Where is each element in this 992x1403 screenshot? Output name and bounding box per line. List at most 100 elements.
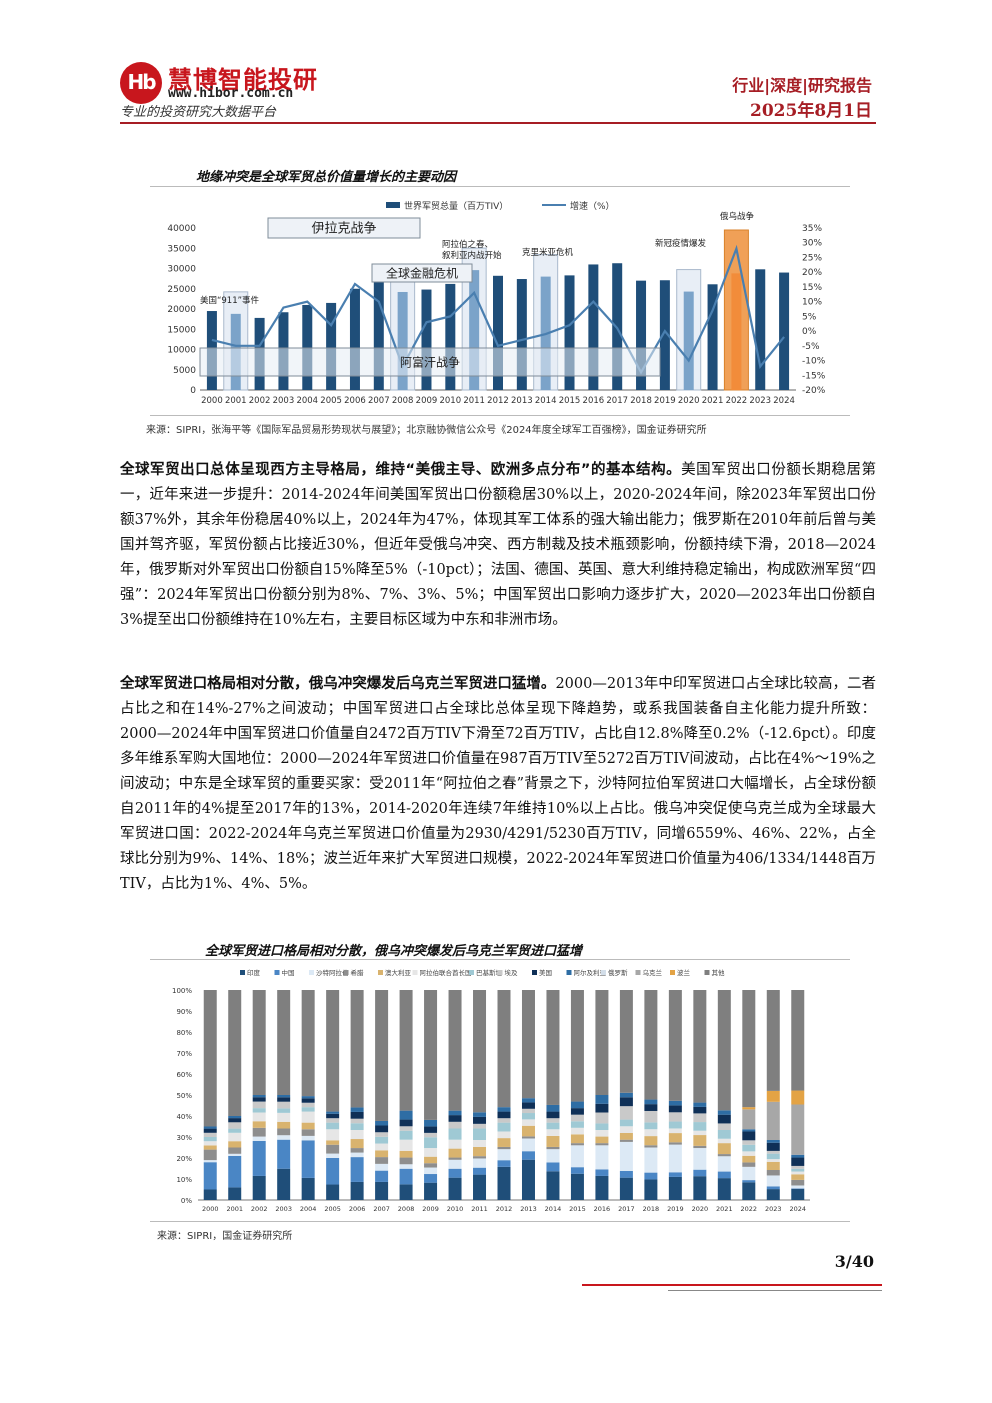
stack-segment <box>277 1121 291 1129</box>
y-tick-label: 40% <box>176 1113 192 1121</box>
stack-segment <box>228 1128 242 1133</box>
stack-segment <box>203 1149 217 1161</box>
stack-segment <box>546 1104 560 1112</box>
stack-segment <box>546 1149 560 1163</box>
stack-segment <box>473 990 487 1113</box>
y-right-tick-label: 5% <box>802 312 817 322</box>
x-tick-label: 2019 <box>667 1205 684 1213</box>
annotation-label: 伊拉克战争 <box>311 222 376 237</box>
stack-segment <box>644 1099 658 1105</box>
stack-segment <box>228 1132 242 1142</box>
x-tick-label: 2004 <box>296 396 318 406</box>
stack-segment <box>252 1097 266 1102</box>
stack-segment <box>228 1153 242 1156</box>
x-tick-label: 2013 <box>520 1205 537 1213</box>
stack-segment <box>742 1166 756 1181</box>
x-tick-label: 2014 <box>545 1205 562 1213</box>
stack-segment <box>693 1130 707 1136</box>
annotation-label: 俄乌战争 <box>720 211 755 222</box>
y-tick-label: 100% <box>172 987 192 995</box>
site-url[interactable]: www.hibor.com.cn <box>168 86 294 101</box>
x-tick-label: 2023 <box>765 1205 782 1213</box>
x-tick-label: 2006 <box>349 1205 366 1213</box>
stack-segment <box>228 1118 242 1123</box>
x-tick-label: 2008 <box>398 1205 415 1213</box>
y-left-tick-label: 5000 <box>173 366 196 376</box>
stack-segment <box>668 1172 682 1177</box>
stack-segment <box>546 1111 560 1119</box>
stack-segment <box>252 990 266 1095</box>
stack-segment <box>399 1184 413 1200</box>
footer-rule-red <box>582 1284 882 1286</box>
stack-segment <box>375 1143 389 1151</box>
stack-segment <box>619 1126 633 1133</box>
stack-segment <box>717 1138 731 1144</box>
stack-segment <box>448 1177 462 1200</box>
stack-segment <box>546 1146 560 1150</box>
legend-swatch <box>704 970 710 975</box>
stack-segment <box>497 1146 511 1150</box>
x-tick-label: 2020 <box>692 1205 709 1213</box>
stack-segment <box>473 1156 487 1159</box>
stack-segment <box>742 1131 756 1141</box>
stack-segment <box>326 1153 340 1158</box>
legend-label: 沙特阿拉伯 <box>316 968 349 977</box>
y-right-tick-label: 35% <box>802 224 822 234</box>
stack-segment <box>326 1158 340 1185</box>
stack-segment <box>619 1141 633 1171</box>
stack-segment <box>766 1170 780 1176</box>
stack-segment <box>766 1186 780 1190</box>
stack-segment <box>277 1168 291 1200</box>
stack-segment <box>644 1145 658 1148</box>
stack-segment <box>228 1147 242 1154</box>
stack-segment <box>644 1136 658 1146</box>
bar-total <box>779 272 790 390</box>
paragraph-lead: 全球军贸出口总体呈现西方主导格局，维持“美俄主导、欧洲多点分布”的基本结构。 <box>120 462 682 478</box>
stack-segment <box>717 1156 731 1172</box>
stack-segment <box>595 1169 609 1176</box>
stack-segment <box>252 1175 266 1200</box>
x-tick-label: 2009 <box>422 1205 439 1213</box>
stack-segment <box>791 1171 805 1175</box>
stack-segment <box>717 1130 731 1139</box>
stack-segment <box>203 1137 217 1142</box>
stack-segment <box>424 1148 438 1157</box>
stack-segment <box>619 990 633 1093</box>
stack-segment <box>595 1103 609 1113</box>
stack-segment <box>473 1140 487 1147</box>
x-tick-label: 2016 <box>594 1205 611 1213</box>
y-tick-label: 60% <box>176 1071 192 1079</box>
stack-segment <box>473 1123 487 1129</box>
stack-segment <box>742 1162 756 1167</box>
stack-segment <box>399 1150 413 1158</box>
bar-total <box>564 275 575 390</box>
figure2-source: 来源：SIPRI，国金证券研究所 <box>157 1231 293 1242</box>
stack-segment <box>448 1157 462 1160</box>
stack-segment <box>424 1156 438 1164</box>
stack-segment <box>326 1111 340 1114</box>
stack-segment <box>350 1107 364 1112</box>
legend-swatch <box>309 970 314 975</box>
stack-segment <box>203 1162 217 1190</box>
y-left-tick-label: 20000 <box>167 305 196 315</box>
x-tick-label: 2000 <box>201 396 223 406</box>
stack-segment <box>252 1112 266 1122</box>
stack-segment <box>497 1166 511 1200</box>
stack-segment <box>521 1138 535 1152</box>
x-tick-label: 2013 <box>511 396 533 406</box>
figure2-bottom-rule <box>150 1221 850 1222</box>
stack-segment <box>350 1148 364 1153</box>
x-tick-label: 2011 <box>463 396 485 406</box>
stack-segment <box>301 1122 315 1130</box>
y-left-tick-label: 15000 <box>167 325 196 335</box>
x-tick-label: 2001 <box>225 396 247 406</box>
y-tick-label: 30% <box>176 1134 192 1142</box>
x-tick-label: 2010 <box>439 396 461 406</box>
stack-segment <box>375 1120 389 1126</box>
stack-segment <box>424 1174 438 1183</box>
stack-segment <box>497 1160 511 1167</box>
y-right-tick-label: 30% <box>802 239 822 249</box>
stack-segment <box>570 1167 584 1174</box>
y-right-tick-label: 25% <box>802 253 822 263</box>
y-right-tick-label: 15% <box>802 283 822 293</box>
